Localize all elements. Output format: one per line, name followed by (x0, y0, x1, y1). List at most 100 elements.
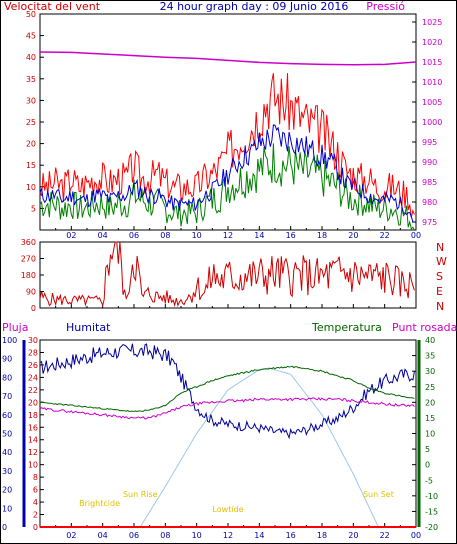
temperature-tick-label: 20 (425, 398, 435, 407)
y-left-tick-label: 90 (26, 288, 36, 297)
humidity-tick-label: 50 (2, 430, 12, 439)
compass-label: E (436, 285, 443, 298)
direction-compass-labels: N W S E N (436, 241, 447, 313)
humidity-tick-label: 60 (2, 411, 12, 420)
x-tick-label: 00 (411, 531, 421, 540)
x-tick-label: 00 (411, 231, 421, 240)
direction-line (39, 241, 415, 308)
y-left-tick-label: 180 (21, 271, 36, 280)
y-left-tick-label: 45 (26, 32, 36, 41)
pressure-title: Pressió (366, 0, 405, 13)
rain-tick-label: 20 (28, 398, 38, 407)
x-tick-label: 08 (160, 231, 170, 240)
wind-title: Velocitat del vent (4, 0, 101, 13)
temperature-tick-label: 10 (425, 430, 435, 439)
temperature-tick-label: 15 (425, 414, 435, 423)
y-right-tick-label: 1005 (422, 98, 442, 107)
rain-tick-label: 22 (28, 386, 38, 395)
sun-event-label: Brightcide (79, 499, 120, 508)
rain-tick-label: 0 (33, 523, 38, 532)
y-left-tick-label: 15 (26, 161, 36, 170)
compass-label: N (436, 241, 444, 254)
sun-event-label: Lowtide (212, 505, 243, 514)
x-tick-label: 10 (192, 231, 202, 240)
rain-tick-label: 30 (28, 336, 38, 345)
y-left-tick-label: 270 (21, 255, 36, 264)
x-tick-label: 16 (286, 231, 296, 240)
legend-humidity: Humitat (66, 321, 111, 334)
temperature-tick-label: 25 (425, 383, 435, 392)
legend-rain: Pluja (2, 321, 28, 334)
humidity-tick-label: 30 (2, 467, 12, 476)
compass-label: W (436, 255, 447, 268)
y-right-tick-label: 985 (422, 178, 437, 187)
y-right-tick-label: 1010 (422, 78, 442, 87)
y-left-tick-label: 40 (26, 53, 36, 62)
rain-tick-label: 2 (33, 511, 38, 520)
temperature-tick-label: 0 (425, 461, 430, 470)
humidity-tick-label: 80 (2, 373, 12, 382)
atmosphere-panel: 0102030405060708090100024681012141618202… (2, 336, 438, 540)
legend-temperature: Temperatura (311, 321, 382, 334)
x-tick-label: 08 (160, 531, 170, 540)
x-tick-label: 20 (348, 531, 358, 540)
rain-tick-label: 14 (28, 436, 38, 445)
rain-tick-label: 12 (28, 448, 38, 457)
x-tick-label: 18 (317, 231, 327, 240)
temperature-tick-label: 40 (425, 336, 435, 345)
x-tick-label: 12 (223, 531, 233, 540)
legend-dewpoint: Punt rosada (392, 321, 457, 334)
y-left-tick-label: 25 (26, 118, 36, 127)
y-right-tick-label: 995 (422, 138, 437, 147)
y-right-tick-label: 990 (422, 158, 437, 167)
x-tick-label: 18 (317, 531, 327, 540)
rain-tick-label: 8 (33, 473, 38, 482)
direction-panel: 0 90 180 270 360 (21, 238, 415, 313)
humidity-tick-label: 90 (2, 355, 12, 364)
compass-label: N (436, 300, 444, 313)
y-right-tick-label: 980 (422, 198, 437, 207)
rain-tick-label: 24 (28, 373, 38, 382)
x-tick-label: 14 (254, 231, 264, 240)
x-tick-label: 22 (380, 231, 390, 240)
graph-title: 24 hour graph day : 09 Junio 2016 (160, 0, 349, 13)
temperature-tick-label: 30 (425, 367, 435, 376)
pressure-line (39, 51, 417, 66)
y-right-tick-label: 1000 (422, 118, 442, 127)
compass-label: S (436, 270, 443, 283)
temperature-tick-label: -15 (425, 507, 438, 516)
x-tick-label: 10 (192, 531, 202, 540)
rain-tick-label: 16 (28, 423, 38, 432)
y-right-tick-label: 975 (422, 218, 437, 227)
rain-tick-label: 26 (28, 361, 38, 370)
x-tick-label: 06 (129, 531, 139, 540)
temperature-tick-label: 5 (425, 445, 430, 454)
y-left-tick-label: 50 (26, 10, 36, 19)
y-left-tick-label: 0 (31, 304, 36, 313)
x-tick-label: 12 (223, 231, 233, 240)
y-left-tick-label: 5 (31, 204, 36, 213)
y-left-tick-label: 35 (26, 75, 36, 84)
rain-tick-label: 18 (28, 411, 38, 420)
sun-event-label: Sun Rise (123, 490, 158, 499)
rain-tick-label: 10 (28, 461, 38, 470)
x-tick-label: 20 (348, 231, 358, 240)
atmosphere-legend: Pluja Humitat Temperatura Punt rosada (2, 321, 457, 334)
temperature-tick-label: -10 (425, 492, 438, 501)
wind-average-line (39, 124, 415, 223)
temperature-line (39, 365, 415, 413)
wind-panel: 5101520253035404550975980985990995100010… (26, 10, 443, 240)
temperature-tick-label: 35 (425, 352, 435, 361)
y-left-tick-label: 30 (26, 96, 36, 105)
y-left-tick-label: 10 (26, 183, 36, 192)
y-right-tick-label: 1020 (422, 38, 442, 47)
x-tick-label: 02 (66, 231, 76, 240)
humidity-tick-label: 0 (2, 523, 7, 532)
x-tick-label: 14 (254, 531, 264, 540)
rain-tick-label: 6 (33, 486, 38, 495)
x-tick-label: 04 (98, 531, 108, 540)
wind-low-line (39, 143, 415, 231)
x-tick-label: 02 (66, 531, 76, 540)
